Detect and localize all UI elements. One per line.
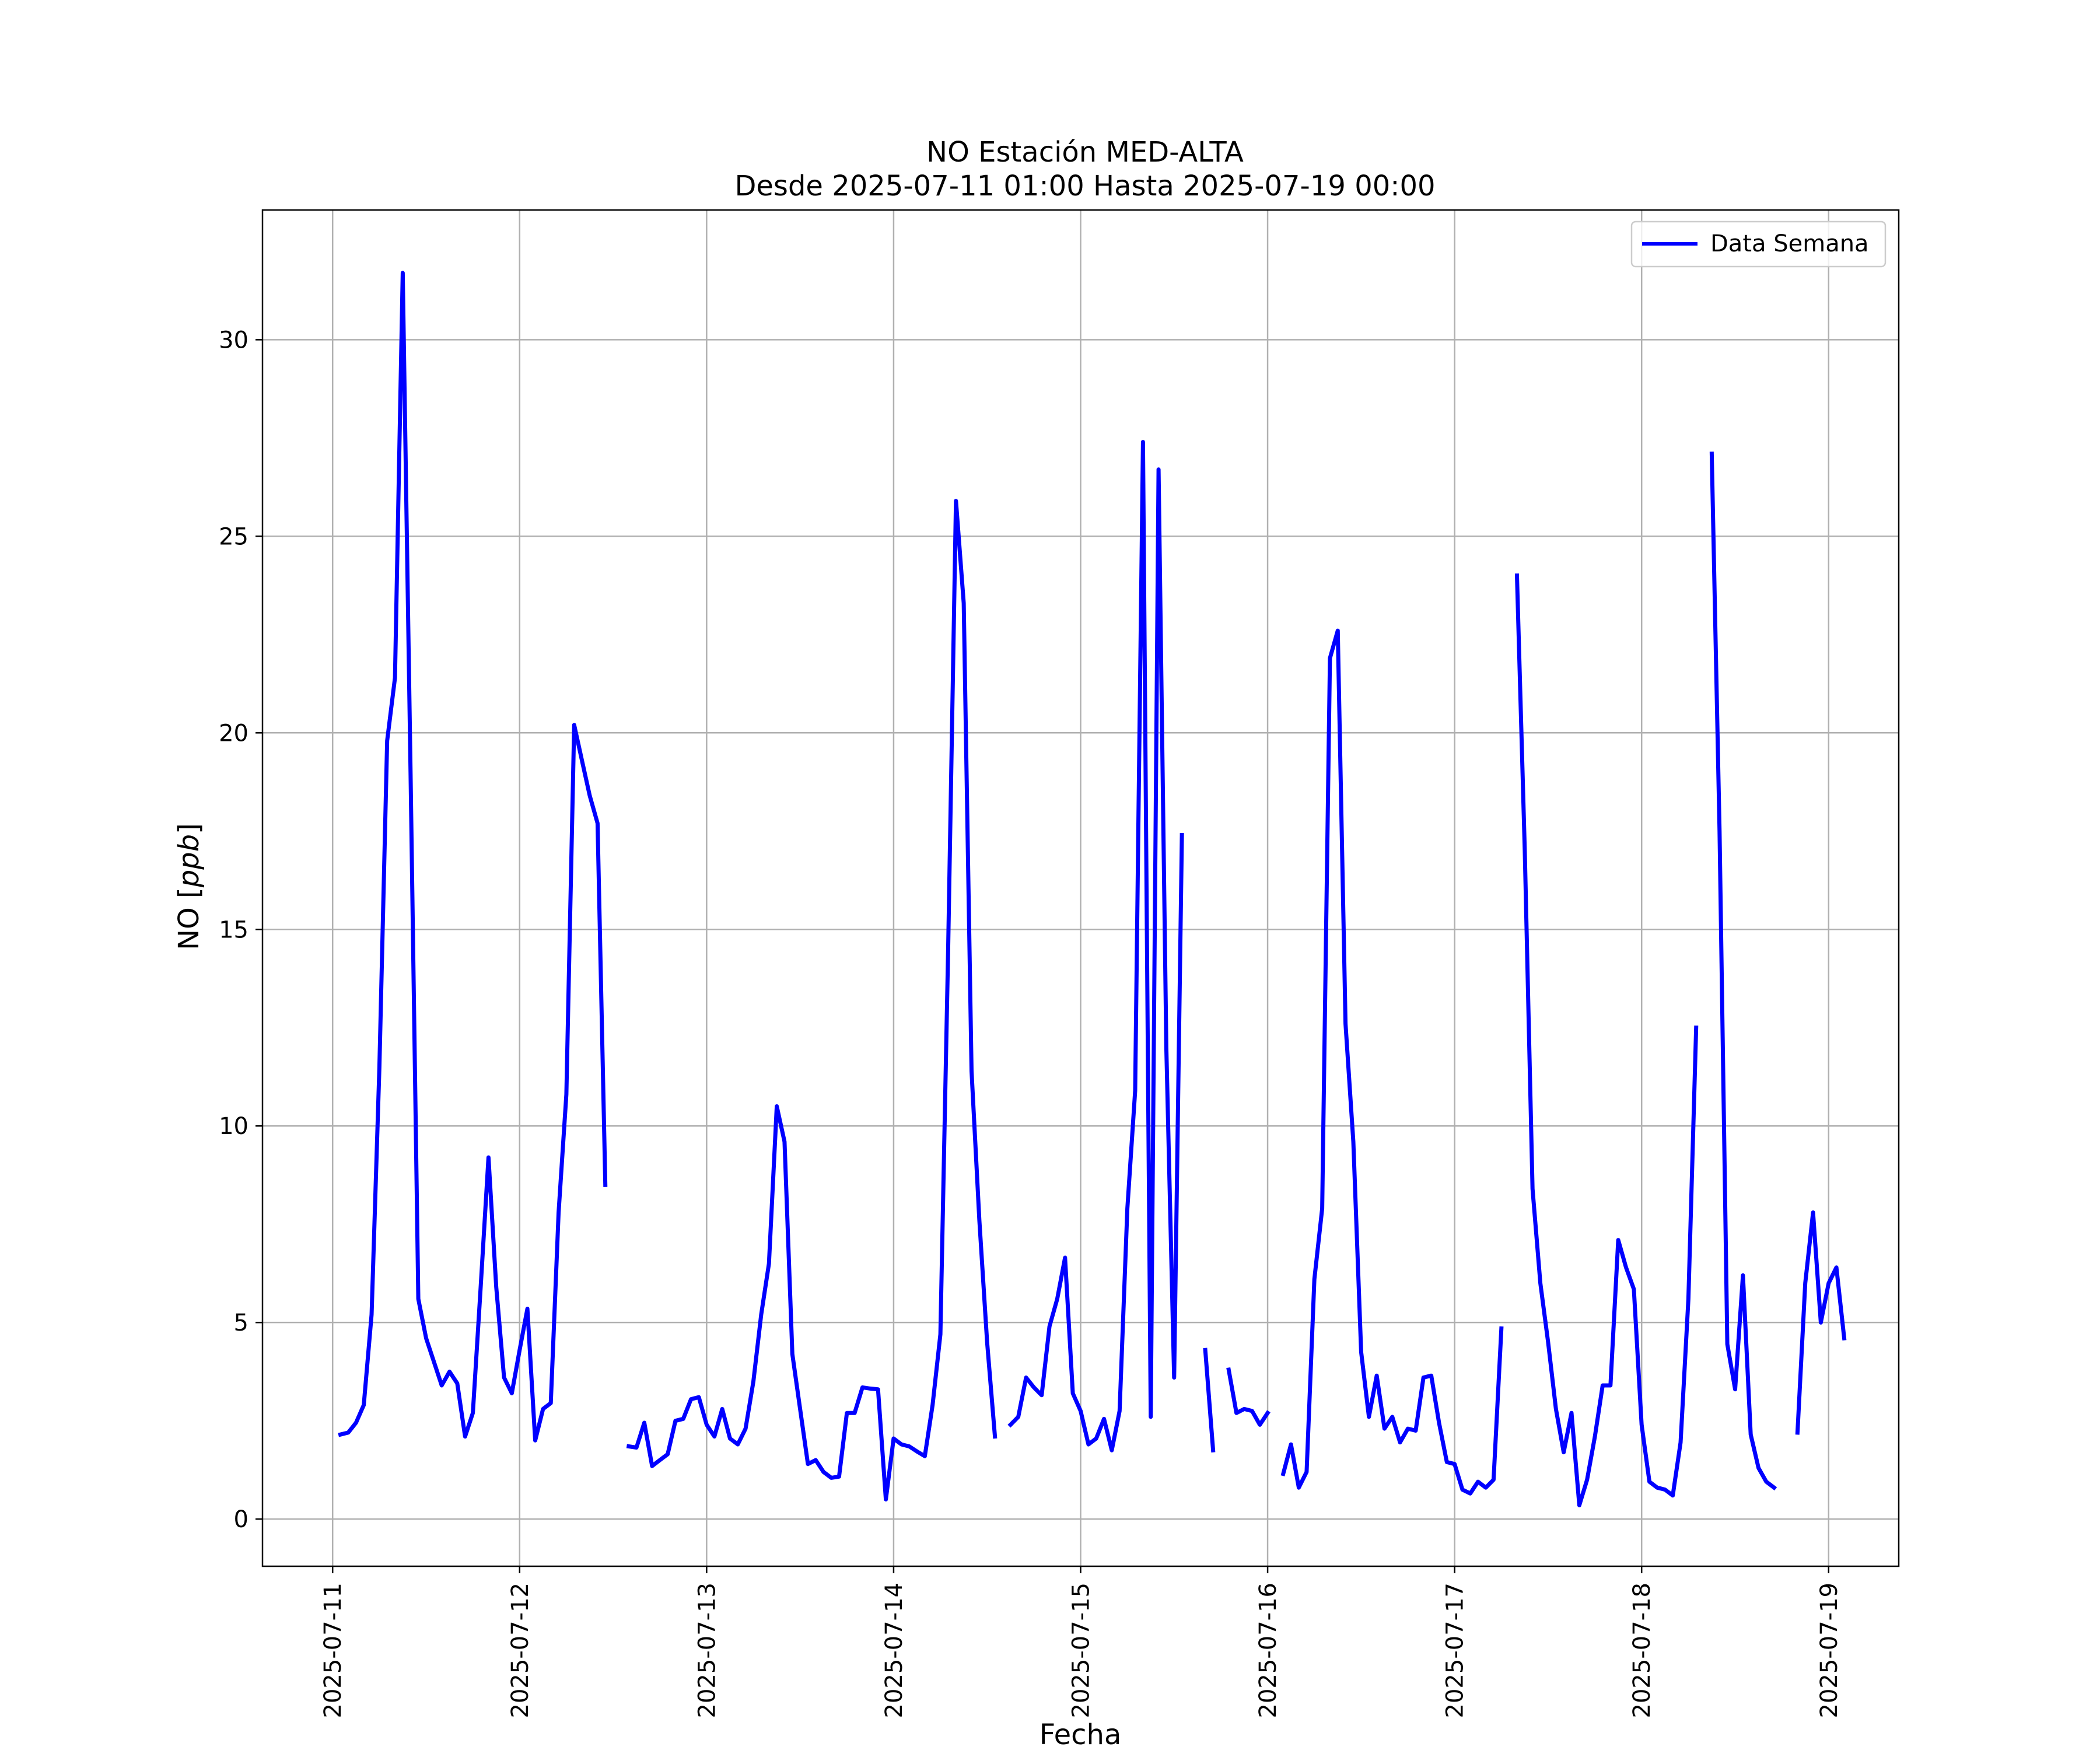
grid-lines xyxy=(262,210,1899,1566)
series-data-semana xyxy=(338,271,1847,1507)
series-line-segment xyxy=(1514,573,1699,1507)
y-tick-label: 15 xyxy=(219,916,249,943)
x-axis-ticks: 2025-07-11 2025-07-12 2025-07-13 2025-07-14… xyxy=(320,1566,1843,1718)
x-tick-label: 2025-07-14 xyxy=(881,1583,908,1718)
legend-label-data-semana: Data Semana xyxy=(1710,230,1869,257)
series-line-segment xyxy=(626,499,998,1502)
series-line-segment xyxy=(1226,1367,1270,1427)
legend-box xyxy=(1630,220,1887,268)
x-tick-label: 2025-07-19 xyxy=(1816,1583,1843,1718)
x-tick-label: 2025-07-13 xyxy=(694,1583,720,1718)
y-axis-label-unit: ppb xyxy=(173,834,205,888)
chart-title-line1: NO Estación MED-ALTA xyxy=(926,136,1244,169)
y-tick-label: 5 xyxy=(234,1310,249,1336)
plot-frame xyxy=(261,209,1900,1567)
series-line-segment xyxy=(1007,440,1184,1452)
y-tick-label: 0 xyxy=(234,1506,249,1533)
x-tick-label: 2025-07-17 xyxy=(1442,1583,1469,1718)
series-line-segment xyxy=(1795,1210,1847,1435)
series-line-segment xyxy=(338,271,608,1443)
series-line-segment xyxy=(1280,628,1504,1496)
y-axis-ticks: 0 5 10 15 20 25 30 xyxy=(219,327,262,1533)
series-line-segment xyxy=(1709,452,1777,1491)
x-tick-label: 2025-07-15 xyxy=(1068,1583,1095,1718)
x-axis-label: Fecha xyxy=(1040,1718,1122,1750)
y-tick-label: 10 xyxy=(219,1113,249,1140)
series-line-segment xyxy=(1203,1348,1216,1452)
y-axis-label-prefix: NO [ xyxy=(173,887,205,950)
x-tick-label: 2025-07-11 xyxy=(320,1583,346,1718)
chart-title-line2: Desde 2025-07-11 01:00 Hasta 2025-07-19 … xyxy=(734,170,1435,202)
y-axis-label-suffix: ] xyxy=(173,823,205,834)
y-axis-label: NO [ppb] xyxy=(173,823,205,950)
y-tick-label: 25 xyxy=(219,523,249,550)
y-tick-label: 30 xyxy=(219,327,249,354)
y-tick-label: 20 xyxy=(219,720,249,747)
legend: Data Semana xyxy=(1630,220,1887,268)
x-tick-label: 2025-07-16 xyxy=(1255,1583,1282,1718)
x-tick-label: 2025-07-18 xyxy=(1629,1583,1656,1718)
x-tick-label: 2025-07-12 xyxy=(507,1583,534,1718)
